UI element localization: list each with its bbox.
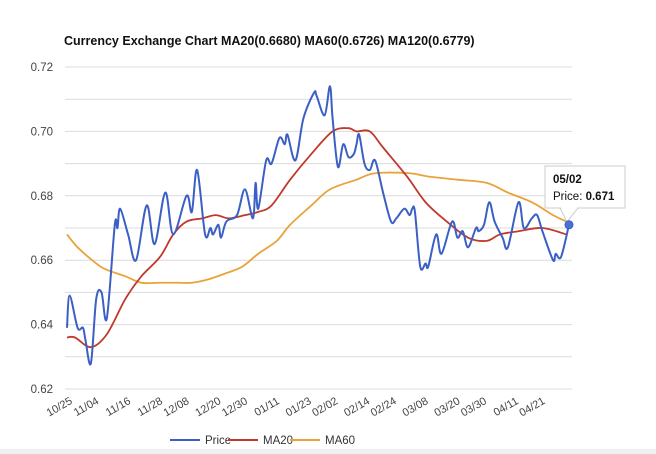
x-tick-label: 04/21 bbox=[517, 395, 547, 419]
x-tick-label: 03/08 bbox=[401, 395, 431, 419]
series-line-ma60 bbox=[66, 171, 567, 285]
tooltip-number: 0.671 bbox=[586, 191, 615, 203]
x-tick-label: 01/23 bbox=[284, 395, 314, 419]
x-tick-label: 01/11 bbox=[253, 395, 282, 419]
tooltip-box bbox=[544, 165, 626, 209]
x-tick-label: 12/20 bbox=[193, 395, 223, 419]
y-tick-label: 0.72 bbox=[31, 62, 53, 74]
x-tick-label: 03/20 bbox=[432, 395, 462, 419]
x-tick-label: 12/30 bbox=[220, 395, 250, 419]
y-tick-label: 0.68 bbox=[31, 191, 53, 203]
x-tick-label: 12/08 bbox=[162, 395, 192, 419]
tooltip-date: 05/02 bbox=[553, 174, 582, 186]
bottom-band bbox=[0, 449, 656, 454]
legend-label-ma20: MA20 bbox=[263, 435, 293, 447]
legend-label-ma60: MA60 bbox=[325, 435, 355, 447]
series-line-ma20 bbox=[66, 127, 567, 349]
tooltip-label: Price: bbox=[553, 191, 586, 203]
y-tick-label: 0.70 bbox=[31, 126, 53, 138]
series-line-price bbox=[66, 85, 570, 366]
x-tick-label: 02/14 bbox=[342, 395, 372, 419]
x-tick-label: 04/11 bbox=[492, 395, 521, 419]
x-tick-label: 02/24 bbox=[369, 395, 399, 419]
x-tick-label: 11/16 bbox=[104, 395, 133, 419]
tooltip-value: Price: 0.671 bbox=[553, 191, 615, 203]
y-tick-label: 0.62 bbox=[31, 384, 53, 396]
highlighted-point[interactable] bbox=[564, 220, 574, 230]
x-tick-label: 11/28 bbox=[136, 395, 165, 419]
y-tick-label: 0.66 bbox=[31, 255, 53, 267]
x-tick-label: 10/25 bbox=[45, 395, 75, 419]
y-tick-label: 0.64 bbox=[31, 320, 54, 332]
x-tick-label: 11/04 bbox=[72, 395, 101, 419]
x-tick-label: 03/30 bbox=[459, 395, 489, 419]
x-tick-label: 02/02 bbox=[310, 395, 340, 419]
legend-label-price: Price bbox=[205, 435, 231, 447]
chart-title: Currency Exchange Chart MA20(0.6680) MA6… bbox=[64, 34, 475, 48]
